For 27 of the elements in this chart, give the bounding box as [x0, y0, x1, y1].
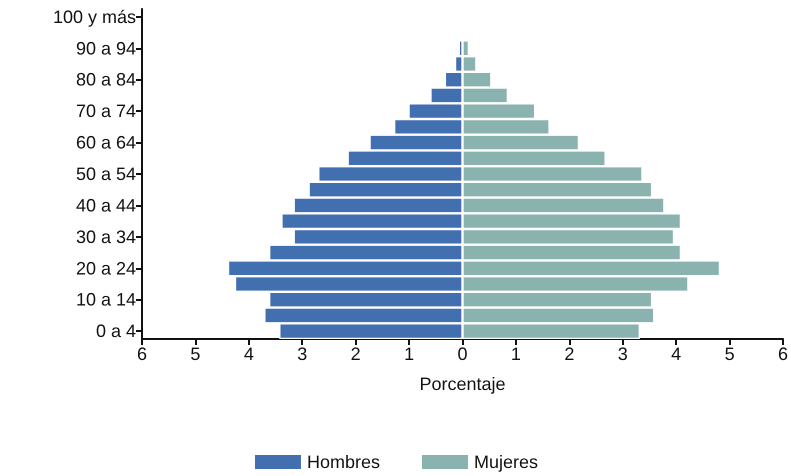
x-tick-label: 3: [297, 344, 308, 364]
x-tick-label: 5: [190, 344, 200, 364]
x-tick-label: 4: [671, 344, 682, 364]
y-tick-label: 50 a 54: [76, 164, 136, 184]
y-tick-label: 0 a 4: [96, 321, 136, 342]
y-tick-label: 100 y más: [52, 6, 136, 27]
y-tick-label: 90 a 94: [76, 38, 136, 58]
y-tick-label: 60 a 64: [76, 132, 136, 153]
x-tick-label: 0: [457, 344, 468, 364]
x-tick-label: 5: [724, 344, 735, 364]
x-tick-label: 2: [350, 344, 361, 364]
y-tick-label: 30 a 34: [76, 226, 136, 247]
legend-label: Mujeres: [474, 452, 538, 472]
y-tick-label: 20 a 24: [76, 258, 136, 278]
y-tick-label: 10 a 14: [76, 290, 136, 310]
x-tick-label: 1: [404, 344, 414, 364]
x-tick-label: 6: [778, 344, 788, 364]
y-tick-label: 70 a 74: [76, 101, 136, 122]
x-tick-label: 2: [564, 344, 574, 364]
x-tick-label: 6: [136, 344, 148, 364]
x-tick-label: 4: [244, 344, 254, 364]
x-tick-label: 3: [618, 344, 628, 364]
x-axis-title: Porcentaje: [419, 374, 506, 394]
y-tick-label: 80 a 84: [76, 70, 136, 90]
y-tick-label: 40 a 44: [76, 195, 136, 216]
legend-label: Hombres: [306, 452, 380, 472]
x-tick-label: 1: [510, 344, 521, 364]
